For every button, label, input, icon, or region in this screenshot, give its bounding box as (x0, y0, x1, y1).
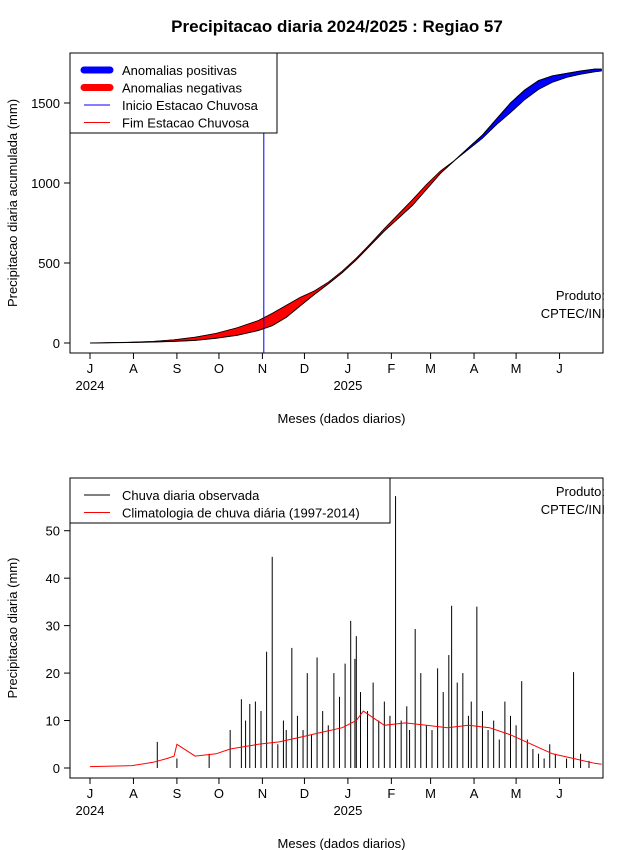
x-tick-label: J (87, 786, 94, 801)
legend-label: Anomalias negativas (122, 81, 242, 96)
legend-box (69, 52, 278, 134)
y-tick-label: 1500 (31, 96, 60, 111)
x-tick-label: D (300, 786, 309, 801)
y-tick-label: 500 (38, 256, 60, 271)
year-label: 2025 (333, 378, 362, 393)
x-tick-label: O (214, 361, 224, 376)
chart-title: Precipitacao diaria 2024/2025 : Regiao 5… (171, 17, 503, 36)
y-tick-label: 0 (53, 761, 60, 776)
x-tick-label: F (387, 361, 395, 376)
x-tick-label: S (173, 786, 182, 801)
x-tick-label: A (129, 361, 138, 376)
y-tick-label: 0 (53, 336, 60, 351)
x-tick-label: A (470, 786, 479, 801)
legend-label: Chuva diaria observada (122, 488, 260, 503)
climatology-daily-line (89, 710, 602, 768)
x-tick-label: S (173, 361, 182, 376)
y-axis-label: Precipitacao diaria acumulada (mm) (5, 99, 20, 307)
observed-daily-bars (156, 496, 590, 768)
x-tick-label: J (556, 786, 563, 801)
x-tick-label: O (214, 786, 224, 801)
x-axis-label: Meses (dados diarios) (278, 411, 406, 426)
x-tick-label: F (387, 786, 395, 801)
legend-label: Climatologia de chuva diária (1997-2014) (122, 506, 360, 521)
y-axis-label: Precipitacao diaria (mm) (5, 558, 20, 699)
x-tick-label: M (425, 361, 436, 376)
y-tick-label: 40 (46, 571, 60, 586)
x-tick-label: J (345, 786, 352, 801)
y-tick-label: 1000 (31, 176, 60, 191)
y-tick-label: 10 (46, 714, 60, 729)
year-label: 2025 (333, 803, 362, 818)
x-tick-label: J (87, 361, 94, 376)
legend-label: Anomalias positivas (122, 63, 237, 78)
x-tick-label: M (511, 786, 522, 801)
year-label: 2024 (76, 378, 105, 393)
observed-accumulated-line (89, 68, 602, 344)
x-tick-label: M (425, 786, 436, 801)
x-tick-label: A (129, 786, 138, 801)
credit-line: CPTEC/INI (541, 502, 605, 517)
x-tick-label: J (345, 361, 352, 376)
x-tick-label: N (258, 786, 267, 801)
climatology-accumulated-line (89, 70, 602, 344)
legend-label: Fim Estacao Chuvosa (122, 116, 250, 131)
x-tick-label: N (258, 361, 267, 376)
x-tick-label: J (556, 361, 563, 376)
y-tick-label: 20 (46, 666, 60, 681)
legend-box (69, 477, 391, 524)
x-tick-label: D (300, 361, 309, 376)
year-label: 2024 (76, 803, 105, 818)
x-axis-label: Meses (dados diarios) (278, 836, 406, 850)
x-tick-label: A (470, 361, 479, 376)
credit-line: CPTEC/INI (541, 306, 605, 321)
credit-line: Produto: (556, 484, 605, 499)
credit-line: Produto: (556, 288, 605, 303)
cumulative-precipitation-panel: 0 500 1000 1500 J A S O N D J F M A M J 2024 2025 Meses (d… (5, 52, 605, 426)
plot-frame (69, 52, 604, 354)
y-tick-label: 30 (46, 619, 60, 634)
daily-precipitation-panel: 0 10 20 30 40 50 J A S O N D J F M A M J 2024 2025 Meses (da… (5, 477, 605, 850)
x-tick-label: M (511, 361, 522, 376)
legend-label: Inicio Estacao Chuvosa (122, 98, 259, 113)
y-tick-label: 50 (46, 524, 60, 539)
